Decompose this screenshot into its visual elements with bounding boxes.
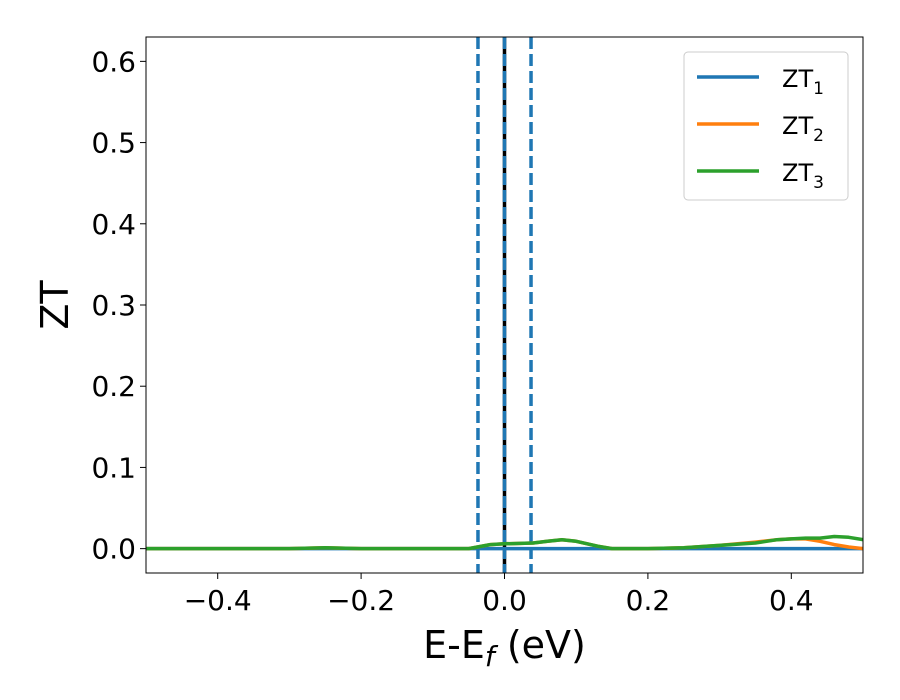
legend-item: ZT1 bbox=[697, 65, 824, 99]
x-tick-label: 0.2 bbox=[626, 584, 671, 617]
x-axis-title-unit: (eV) bbox=[495, 623, 586, 667]
x-tick-label: −0.2 bbox=[327, 584, 395, 617]
y-tick-label: 0.5 bbox=[91, 127, 136, 160]
y-tick-label: 0.2 bbox=[91, 370, 136, 403]
legend-item: ZT3 bbox=[697, 159, 824, 193]
series-lines bbox=[146, 534, 863, 551]
y-axis-ticks: 0.0 0.1 0.2 0.3 0.4 0.5 0.6 bbox=[91, 45, 146, 566]
x-tick-label: 0.0 bbox=[482, 584, 527, 617]
legend-label: ZT3 bbox=[782, 159, 824, 193]
x-axis-title: E-Ef (eV) bbox=[423, 623, 586, 673]
y-tick-label: 0.6 bbox=[91, 45, 136, 78]
x-axis-ticks: −0.4 −0.2 0.0 0.2 0.4 bbox=[184, 573, 814, 617]
fermi-window-lines bbox=[476, 37, 533, 573]
legend-box bbox=[683, 51, 849, 201]
y-tick-label: 0.0 bbox=[91, 533, 136, 566]
legend: ZT1 ZT2 ZT3 bbox=[683, 51, 849, 201]
x-tick-label: 0.4 bbox=[769, 584, 814, 617]
legend-label: ZT2 bbox=[782, 112, 824, 146]
y-tick-label: 0.4 bbox=[91, 208, 136, 241]
legend-item: ZT2 bbox=[697, 112, 824, 146]
x-tick-label: −0.4 bbox=[184, 584, 252, 617]
series-line-3 bbox=[146, 534, 863, 551]
legend-label: ZT1 bbox=[782, 65, 824, 99]
y-tick-label: 0.3 bbox=[91, 289, 136, 322]
y-axis-title: ZT bbox=[33, 280, 77, 330]
y-tick-label: 0.1 bbox=[91, 451, 136, 484]
